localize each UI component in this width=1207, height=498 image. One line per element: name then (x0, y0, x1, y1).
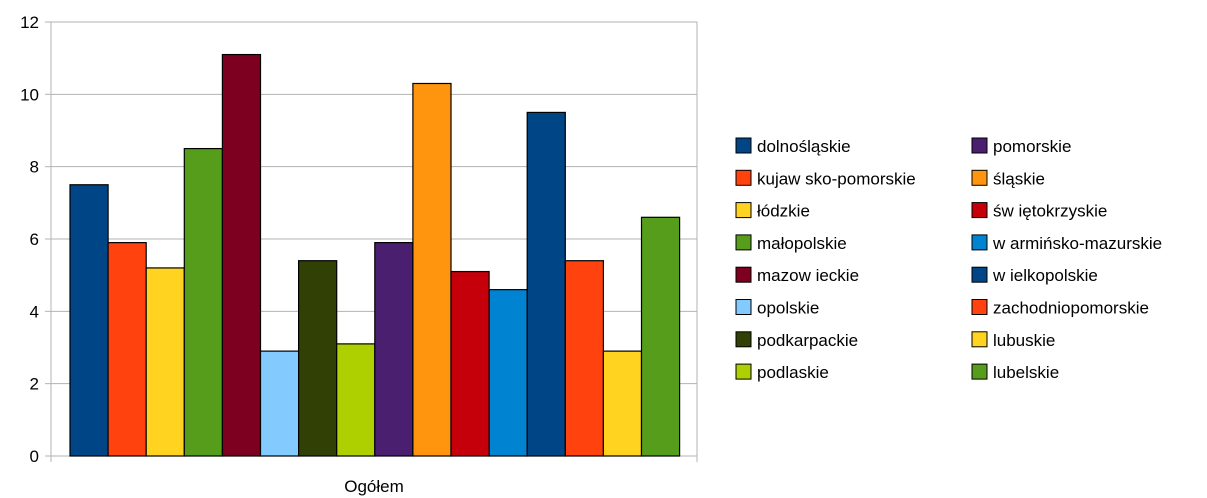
x-tick-label: Ogółem (344, 477, 404, 496)
legend-label: św iętokrzyskie (993, 202, 1107, 221)
legend: dolnośląskie kujaw sko-pomorskie łódzkie ma… (735, 137, 1162, 382)
bar (450, 270, 490, 457)
legend-label: podlaskie (757, 363, 829, 382)
bar (107, 242, 147, 457)
y-tick-label: 2 (30, 375, 39, 394)
legend-label: dolnośląskie (757, 137, 851, 156)
legend-swatch (735, 137, 752, 154)
bar (298, 260, 338, 457)
bar (145, 267, 185, 457)
legend-swatch (971, 331, 988, 348)
legend-label: lubelskie (993, 363, 1059, 382)
legend-swatch (735, 266, 752, 283)
bar (488, 289, 528, 457)
legend-swatch (971, 234, 988, 251)
y-tick-label: 8 (30, 158, 39, 177)
legend-label: w armińsko-mazurskie (992, 234, 1162, 253)
bar (374, 242, 414, 457)
legend-swatch (735, 202, 752, 219)
axis-labels: 0 2 4 6 8 10 12 Ogółem (20, 13, 404, 496)
bar (602, 350, 643, 457)
legend-label: zachodniopomorskie (993, 299, 1149, 318)
legend-swatch (971, 299, 988, 315)
legend-label: małopolskie (757, 234, 847, 253)
legend-swatch (971, 202, 988, 219)
y-tick-label: 10 (20, 85, 39, 104)
bar (564, 260, 604, 457)
legend-label: śląskie (993, 169, 1045, 188)
legend-swatch (735, 299, 752, 315)
legend-label: łódzkie (757, 202, 810, 221)
bar (69, 184, 109, 457)
bar (526, 111, 566, 457)
legend-swatch (735, 169, 752, 186)
y-tick-label: 4 (30, 302, 39, 321)
legend-label: w ielkopolskie (992, 266, 1098, 285)
legend-swatch (735, 363, 752, 380)
bar (640, 216, 681, 457)
legend-swatch (971, 169, 988, 186)
bar (412, 82, 452, 457)
bar (259, 350, 300, 457)
legend-label: kujaw sko-pomorskie (757, 169, 916, 188)
bar (183, 147, 224, 457)
legend-swatch (971, 137, 988, 154)
legend-swatch (735, 331, 752, 348)
y-tick-label: 0 (30, 447, 39, 466)
bar (221, 53, 262, 457)
y-tick-label: 6 (30, 230, 39, 249)
legend-label: pomorskie (993, 137, 1071, 156)
legend-swatch (971, 266, 988, 283)
legend-label: opolskie (757, 299, 819, 318)
y-tick-label: 12 (20, 13, 39, 32)
legend-label: podkarpackie (757, 331, 858, 350)
legend-label: mazow ieckie (757, 266, 859, 285)
legend-swatch (971, 363, 988, 380)
legend-label: lubuskie (993, 331, 1055, 350)
legend-swatch (735, 234, 752, 251)
bar (336, 343, 376, 457)
bars (69, 53, 681, 457)
